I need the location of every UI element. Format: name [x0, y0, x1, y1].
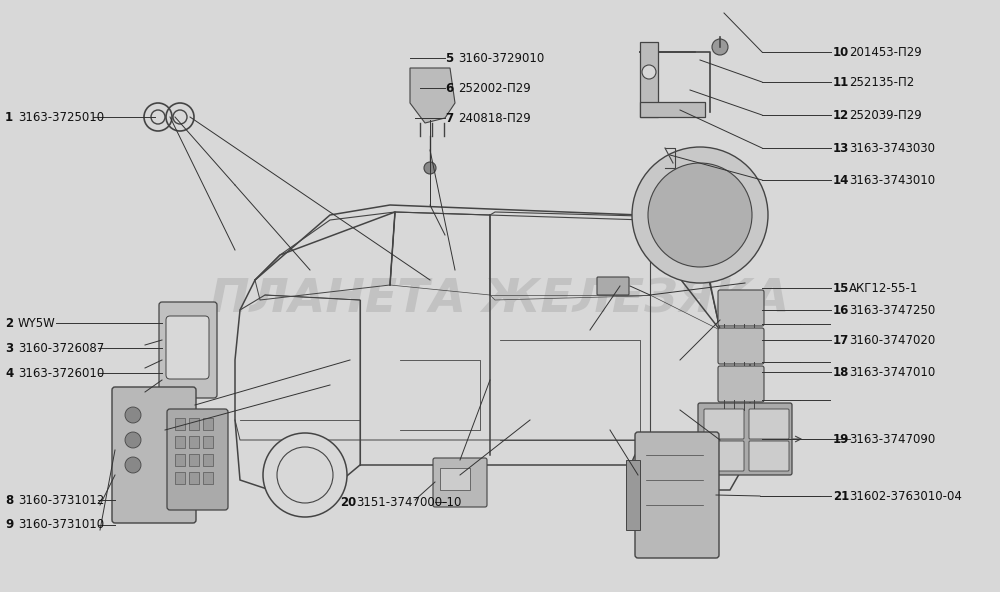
- Polygon shape: [640, 102, 705, 117]
- Bar: [203, 454, 213, 466]
- Text: 201453-П29: 201453-П29: [849, 46, 922, 59]
- FancyBboxPatch shape: [749, 441, 789, 471]
- Text: 3160-3726087: 3160-3726087: [18, 342, 104, 355]
- Text: 252002-П29: 252002-П29: [458, 82, 531, 95]
- Text: 1: 1: [5, 111, 13, 124]
- FancyBboxPatch shape: [718, 366, 764, 402]
- Text: 3: 3: [5, 342, 13, 355]
- Polygon shape: [410, 68, 455, 123]
- Text: 16: 16: [833, 304, 849, 317]
- Text: 15: 15: [833, 282, 849, 294]
- Text: 3160-3731010: 3160-3731010: [18, 519, 104, 532]
- Text: 20: 20: [340, 496, 356, 509]
- Bar: [175, 436, 185, 448]
- Text: 17: 17: [833, 333, 849, 346]
- Bar: [189, 472, 199, 484]
- Bar: [626, 460, 640, 530]
- Circle shape: [125, 407, 141, 423]
- Text: 10: 10: [833, 46, 849, 59]
- Text: 3160-3731012: 3160-3731012: [18, 494, 104, 507]
- FancyBboxPatch shape: [704, 409, 744, 439]
- FancyBboxPatch shape: [167, 409, 228, 510]
- Bar: [175, 472, 185, 484]
- Text: 13: 13: [833, 141, 849, 155]
- FancyBboxPatch shape: [597, 277, 629, 295]
- Text: 3163-3726010: 3163-3726010: [18, 366, 104, 379]
- Text: 12: 12: [833, 108, 849, 121]
- Text: 4: 4: [5, 366, 13, 379]
- Circle shape: [632, 147, 768, 283]
- Text: 3160-3729010: 3160-3729010: [458, 52, 544, 65]
- Text: 21: 21: [833, 490, 849, 503]
- Text: 3163-3747010: 3163-3747010: [849, 365, 935, 378]
- Circle shape: [125, 457, 141, 473]
- Text: 3151-3747000-10: 3151-3747000-10: [356, 496, 461, 509]
- Text: АКГ12-55-1: АКГ12-55-1: [849, 282, 918, 294]
- Text: 3163-3747090: 3163-3747090: [849, 433, 935, 446]
- FancyBboxPatch shape: [718, 328, 764, 364]
- FancyBboxPatch shape: [166, 316, 209, 379]
- Circle shape: [424, 162, 436, 174]
- Text: 7: 7: [445, 111, 453, 124]
- Bar: [440, 468, 470, 490]
- Text: 3163-3725010: 3163-3725010: [18, 111, 104, 124]
- FancyBboxPatch shape: [749, 409, 789, 439]
- Bar: [189, 418, 199, 430]
- Circle shape: [630, 433, 714, 517]
- Text: 19: 19: [833, 433, 849, 446]
- Text: WY5W: WY5W: [18, 317, 56, 330]
- Circle shape: [642, 65, 656, 79]
- Bar: [203, 418, 213, 430]
- Text: 252039-П29: 252039-П29: [849, 108, 922, 121]
- Circle shape: [125, 432, 141, 448]
- Text: 18: 18: [833, 365, 849, 378]
- Bar: [203, 472, 213, 484]
- Circle shape: [263, 433, 347, 517]
- Circle shape: [648, 163, 752, 267]
- Text: 2: 2: [5, 317, 13, 330]
- Bar: [203, 436, 213, 448]
- Bar: [175, 418, 185, 430]
- Text: 11: 11: [833, 76, 849, 88]
- Circle shape: [712, 39, 728, 55]
- FancyBboxPatch shape: [159, 302, 217, 398]
- FancyBboxPatch shape: [635, 432, 719, 558]
- Bar: [175, 454, 185, 466]
- Text: 8: 8: [5, 494, 13, 507]
- Text: 9: 9: [5, 519, 13, 532]
- Text: 3163-3743010: 3163-3743010: [849, 173, 935, 186]
- FancyBboxPatch shape: [433, 458, 487, 507]
- Text: 252135-П2: 252135-П2: [849, 76, 914, 88]
- Text: 3160-3747020: 3160-3747020: [849, 333, 935, 346]
- Bar: [189, 436, 199, 448]
- Text: 14: 14: [833, 173, 849, 186]
- Text: 3163-3747250: 3163-3747250: [849, 304, 935, 317]
- Text: 6: 6: [445, 82, 453, 95]
- Text: 240818-П29: 240818-П29: [458, 111, 531, 124]
- FancyBboxPatch shape: [698, 403, 792, 475]
- Bar: [189, 454, 199, 466]
- Text: 3163-3743030: 3163-3743030: [849, 141, 935, 155]
- Polygon shape: [640, 42, 658, 117]
- Text: 31602-3763010-04: 31602-3763010-04: [849, 490, 962, 503]
- FancyBboxPatch shape: [704, 441, 744, 471]
- FancyBboxPatch shape: [718, 290, 764, 326]
- Text: ПЛАНЕТА ЖЕЛЕЗЯКА: ПЛАНЕТА ЖЕЛЕЗЯКА: [210, 278, 790, 323]
- FancyBboxPatch shape: [112, 387, 196, 523]
- Text: 5: 5: [445, 52, 453, 65]
